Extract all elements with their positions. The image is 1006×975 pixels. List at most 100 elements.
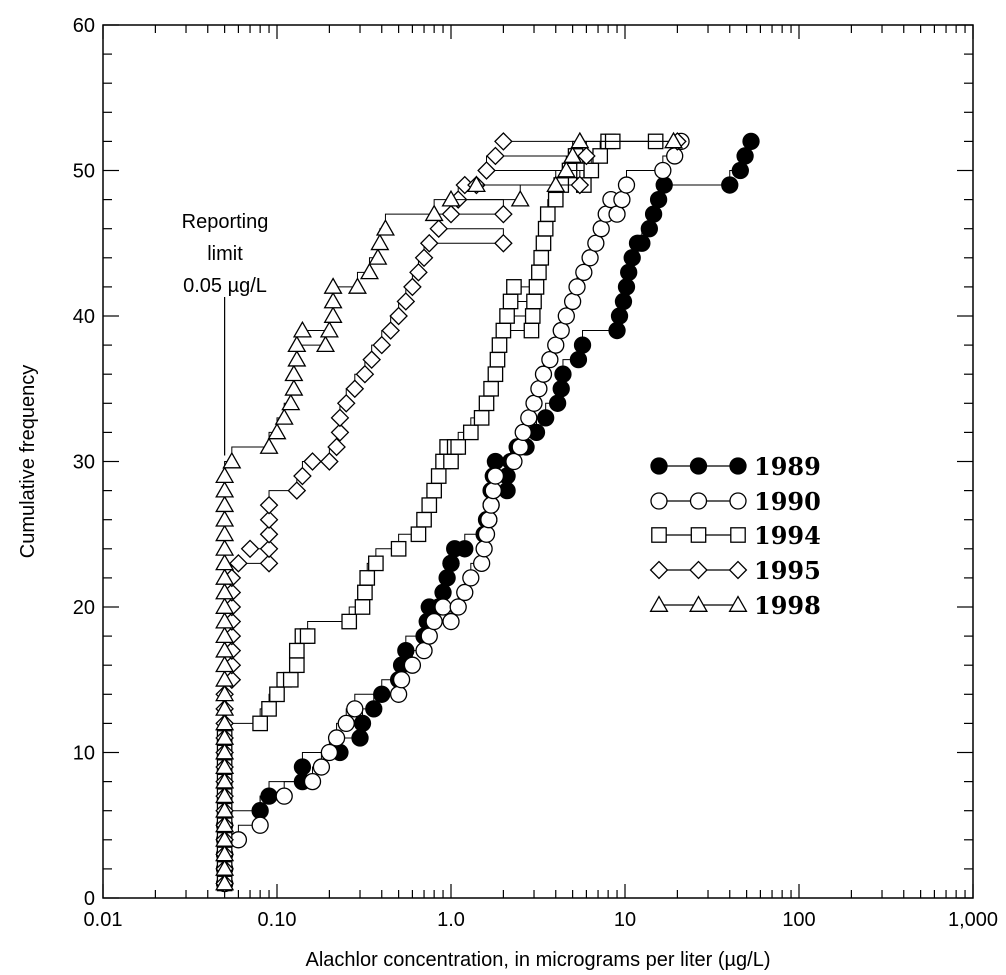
legend-marker [651,527,667,543]
legend-label: 1994 [754,521,821,550]
data-point-1989 [617,278,636,296]
data-point-1990 [472,554,491,572]
data-point-1994 [368,555,384,572]
data-point-1990 [575,263,593,282]
data-point-1998 [215,728,235,745]
data-point-1994 [524,308,541,324]
legend-item-1998: 1998 [649,591,821,620]
legend-marker [729,492,747,510]
data-point-1998 [215,495,235,513]
data-point-1990 [327,729,346,747]
data-point-1995 [577,146,596,166]
legend-item-1990: 1990 [650,487,821,516]
data-point-1990 [581,249,599,267]
data-point-1994 [526,293,542,310]
data-point-1995 [414,248,434,268]
data-point-1994 [426,482,442,499]
data-point-1995 [362,350,381,369]
legend-marker [728,595,748,612]
x-tick-label: 1.0 [437,909,465,931]
data-point-1994 [359,570,376,586]
annotation-line: limit [207,243,243,265]
data-point-1990 [486,467,505,485]
data-point-1990 [462,569,480,587]
data-point-1998 [222,451,242,469]
data-point-1990 [434,598,452,616]
data-point-1995 [287,481,307,500]
data-point-1998 [215,568,235,585]
data-point-1990 [563,292,582,311]
data-point-1995 [486,146,505,166]
data-point-1995 [293,466,312,486]
series-line-1998 [224,140,674,884]
data-point-1990 [475,540,493,558]
data-point-1998 [281,393,301,411]
data-point-1989 [554,365,572,383]
x-tick-label: 0.10 [258,909,297,931]
data-point-1998 [466,175,486,193]
data-point-1990 [520,409,538,427]
data-point-1995 [441,204,461,224]
data-point-1989 [731,161,749,180]
data-point-1989 [438,569,456,587]
y-tick-label: 40 [73,306,95,328]
legend-label: 1989 [754,452,821,481]
data-point-1994 [341,613,358,630]
data-point-1998 [563,146,583,163]
legend-marker [649,560,669,580]
data-point-1994 [416,511,432,528]
data-point-1989 [640,220,658,238]
data-point-1994 [288,642,305,659]
data-point-1989 [614,292,633,311]
y-tick-label: 10 [73,743,95,765]
annotation-line: Reporting [182,211,269,233]
data-point-1990 [425,612,443,631]
data-point-1994 [450,439,467,455]
series-layer [215,131,760,893]
series-line-1995 [224,140,678,884]
data-point-1995 [570,175,590,195]
data-point-1990 [587,234,605,252]
data-point-1989 [552,380,570,398]
data-point-1995 [327,437,346,457]
y-tick-label: 30 [73,452,95,474]
data-point-1990 [403,656,422,674]
data-point-1989 [569,350,588,369]
data-point-1990 [484,481,502,500]
data-point-1994 [410,526,427,543]
legend-label: 1998 [754,591,821,620]
data-point-1994 [499,308,515,324]
legend-item-1989: 1989 [650,452,821,481]
data-point-1998 [215,684,235,702]
data-point-1998 [510,189,530,207]
data-point-1994 [506,279,522,295]
data-point-1994 [282,671,299,688]
data-point-1989 [434,583,452,602]
data-point-1989 [721,176,739,194]
legend-marker [690,527,707,543]
data-point-1989 [548,394,567,412]
data-point-1994 [390,540,407,557]
legend-marker [650,492,668,510]
y-tick-label: 60 [73,15,95,37]
x-tick-label: 1,000 [948,909,998,931]
data-point-1995 [409,263,428,282]
data-point-1998 [259,437,279,454]
data-point-1990 [477,525,496,543]
data-point-1998 [267,422,287,440]
legend-marker [689,457,708,475]
data-point-1998 [215,699,235,716]
data-point-1990 [514,423,532,442]
data-point-1990 [534,365,553,383]
data-point-1989 [537,409,555,427]
data-point-1998 [284,364,304,382]
data-point-1990 [251,816,269,834]
data-point-1994 [583,162,600,179]
data-point-1998 [215,844,235,862]
legend-item-1995: 1995 [649,556,821,585]
x-tick-label: 0.01 [84,909,123,931]
data-point-1990 [608,205,626,223]
data-point-1995 [396,292,416,311]
data-point-1989 [736,147,754,165]
data-point-1994 [421,497,438,514]
